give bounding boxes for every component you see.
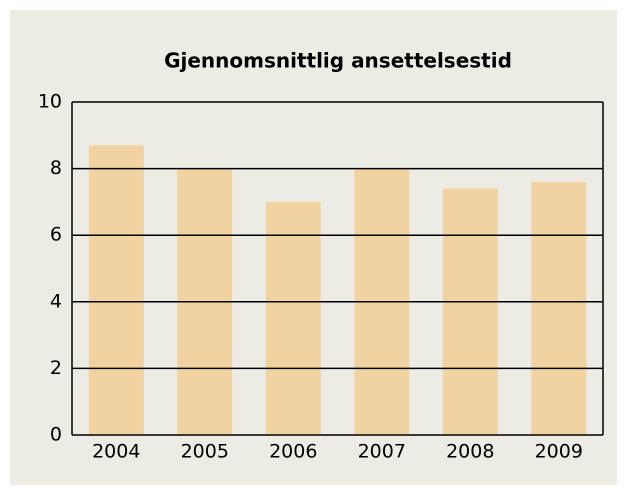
- y-tick-label: 8: [50, 157, 62, 179]
- x-tick-label: 2005: [181, 441, 229, 463]
- bar: [88, 145, 144, 436]
- bar: [442, 188, 498, 435]
- y-tick-label: 0: [50, 424, 62, 446]
- bar: [531, 181, 587, 435]
- x-tick-label: 2008: [446, 441, 494, 463]
- bar: [265, 201, 321, 435]
- y-tick-label: 10: [38, 91, 62, 113]
- y-tick-label: 6: [50, 224, 62, 246]
- x-tick-label: 2004: [92, 441, 140, 463]
- chart-title: Gjennomsnittlig ansettelsestid: [164, 49, 512, 73]
- x-tick-label: 2009: [535, 441, 583, 463]
- y-tick-label: 4: [50, 290, 62, 312]
- x-tick-label: 2007: [358, 441, 406, 463]
- x-tick-label: 2006: [269, 441, 317, 463]
- y-tick-label: 2: [50, 357, 62, 379]
